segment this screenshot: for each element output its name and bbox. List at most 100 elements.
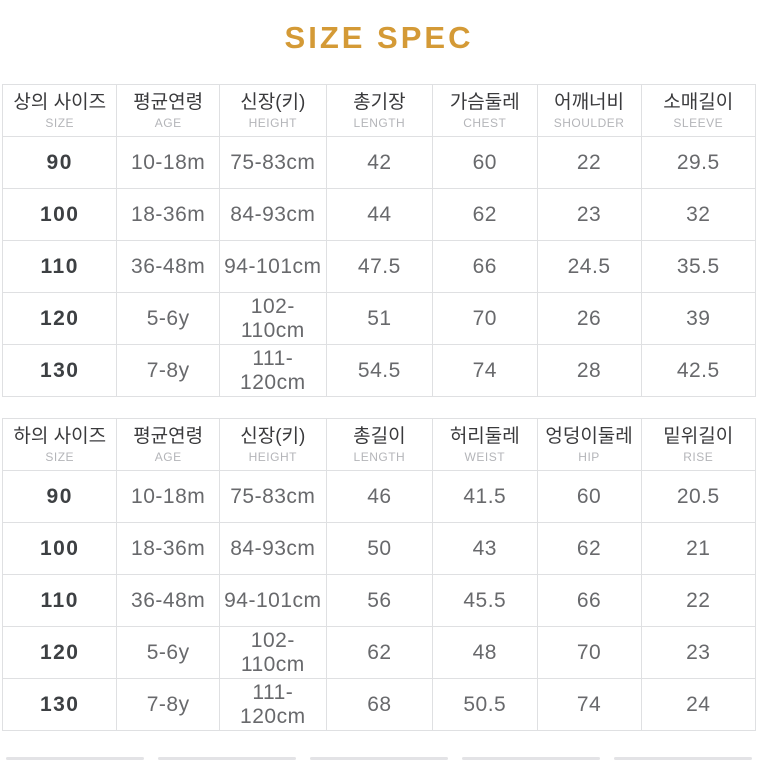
value-cell: 44: [325, 188, 433, 241]
column-header-weist: 허리둘레 WEIST: [431, 418, 538, 471]
column-label-english: LENGTH: [353, 449, 406, 464]
column-header-length: 총길이 LENGTH: [325, 418, 433, 471]
value-cell: 84-93cm: [218, 522, 327, 575]
column-label-korean: 총기장: [353, 91, 406, 113]
edge-segment: [614, 757, 752, 760]
value-cell: 102-110cm: [218, 292, 327, 345]
value-cell: 24.5: [536, 240, 642, 293]
size-cell: 120: [1, 626, 118, 679]
value-cell: 7-8y: [116, 678, 220, 731]
column-label-english: AGE: [154, 449, 182, 464]
column-label-korean: 밑위길이: [663, 425, 734, 447]
value-cell: 75-83cm: [218, 136, 327, 189]
column-label-english: SIZE: [45, 115, 75, 130]
value-cell: 111-120cm: [218, 344, 327, 397]
column-label-english: CHEST: [463, 115, 507, 130]
edge-segment: [310, 757, 448, 760]
size-cell: 110: [1, 574, 118, 627]
value-cell: 20.5: [640, 470, 757, 523]
column-label-english: LENGTH: [353, 115, 406, 130]
value-cell: 28: [536, 344, 642, 397]
value-cell: 74: [536, 678, 642, 731]
page-title: SIZE SPEC: [284, 20, 474, 55]
value-cell: 60: [431, 136, 538, 189]
column-header-shoulder: 어깨너비 SHOULDER: [536, 84, 642, 137]
column-header-chest: 가슴둘레 CHEST: [431, 84, 538, 137]
value-cell: 94-101cm: [218, 574, 327, 627]
size-cell: 130: [1, 344, 118, 397]
table-row: 110 36-48m 94-101cm 56 45.5 66 22: [1, 574, 757, 627]
value-cell: 66: [536, 574, 642, 627]
value-cell: 26: [536, 292, 642, 345]
value-cell: 56: [325, 574, 433, 627]
size-cell: 90: [1, 470, 118, 523]
column-label-korean: 신장(키): [240, 425, 306, 447]
column-label-korean: 가슴둘레: [449, 91, 520, 113]
column-label-korean: 평균연령: [133, 425, 204, 447]
value-cell: 39: [640, 292, 757, 345]
column-label-korean: 신장(키): [240, 91, 306, 113]
column-header-age: 평균연령 AGE: [116, 84, 220, 137]
tops-size-table: 상의 사이즈 SIZE 평균연령 AGE 신장(키) HEIGHT 총기장 LENGTH 가슴둘…: [1, 84, 757, 397]
column-label-english: HEIGHT: [248, 449, 297, 464]
column-label-english: RISE: [683, 449, 714, 464]
value-cell: 75-83cm: [218, 470, 327, 523]
size-cell: 130: [1, 678, 118, 731]
value-cell: 60: [536, 470, 642, 523]
value-cell: 32: [640, 188, 757, 241]
column-header-height: 신장(키) HEIGHT: [218, 418, 327, 471]
value-cell: 62: [536, 522, 642, 575]
edge-segment: [6, 757, 144, 760]
edge-segment: [158, 757, 296, 760]
column-header-size: 하의 사이즈 SIZE: [1, 418, 118, 471]
value-cell: 18-36m: [116, 188, 220, 241]
value-cell: 46: [325, 470, 433, 523]
column-label-korean: 하의 사이즈: [13, 425, 107, 447]
value-cell: 41.5: [431, 470, 538, 523]
column-header-size: 상의 사이즈 SIZE: [1, 84, 118, 137]
table-row: 90 10-18m 75-83cm 42 60 22 29.5: [1, 136, 757, 189]
header-row: 하의 사이즈 SIZE 평균연령 AGE 신장(키) HEIGHT 총길이 LENGTH 허리둘…: [1, 418, 757, 471]
column-label-korean: 엉덩이둘레: [545, 425, 633, 447]
column-label-korean: 어깨너비: [554, 91, 625, 113]
table-row: 100 18-36m 84-93cm 44 62 23 32: [1, 188, 757, 241]
value-cell: 24: [640, 678, 757, 731]
value-cell: 94-101cm: [218, 240, 327, 293]
value-cell: 48: [431, 626, 538, 679]
table-row: 120 5-6y 102-110cm 51 70 26 39: [1, 292, 757, 345]
value-cell: 50: [325, 522, 433, 575]
column-label-english: SHOULDER: [553, 115, 625, 130]
column-header-sleeve: 소매길이 SLEEVE: [640, 84, 757, 137]
value-cell: 35.5: [640, 240, 757, 293]
value-cell: 18-36m: [116, 522, 220, 575]
size-cell: 90: [1, 136, 118, 189]
value-cell: 68: [325, 678, 433, 731]
value-cell: 10-18m: [116, 136, 220, 189]
size-cell: 100: [1, 188, 118, 241]
table-row: 130 7-8y 111-120cm 54.5 74 28 42.5: [1, 344, 757, 397]
column-label-english: SLEEVE: [673, 115, 724, 130]
value-cell: 62: [325, 626, 433, 679]
value-cell: 45.5: [431, 574, 538, 627]
value-cell: 22: [640, 574, 757, 627]
column-header-rise: 밑위길이 RISE: [640, 418, 757, 471]
column-label-korean: 총길이: [353, 425, 406, 447]
value-cell: 7-8y: [116, 344, 220, 397]
column-label-english: HEIGHT: [248, 115, 297, 130]
value-cell: 5-6y: [116, 626, 220, 679]
value-cell: 74: [431, 344, 538, 397]
size-cell: 110: [1, 240, 118, 293]
column-header-hip: 엉덩이둘레 HIP: [536, 418, 642, 471]
table-row: 130 7-8y 111-120cm 68 50.5 74 24: [1, 678, 757, 731]
column-label-korean: 소매길이: [663, 91, 734, 113]
value-cell: 10-18m: [116, 470, 220, 523]
value-cell: 54.5: [325, 344, 433, 397]
edge-segment: [462, 757, 600, 760]
value-cell: 102-110cm: [218, 626, 327, 679]
value-cell: 23: [536, 188, 642, 241]
value-cell: 50.5: [431, 678, 538, 731]
column-header-height: 신장(키) HEIGHT: [218, 84, 327, 137]
size-cell: 100: [1, 522, 118, 575]
table-row: 120 5-6y 102-110cm 62 48 70 23: [1, 626, 757, 679]
